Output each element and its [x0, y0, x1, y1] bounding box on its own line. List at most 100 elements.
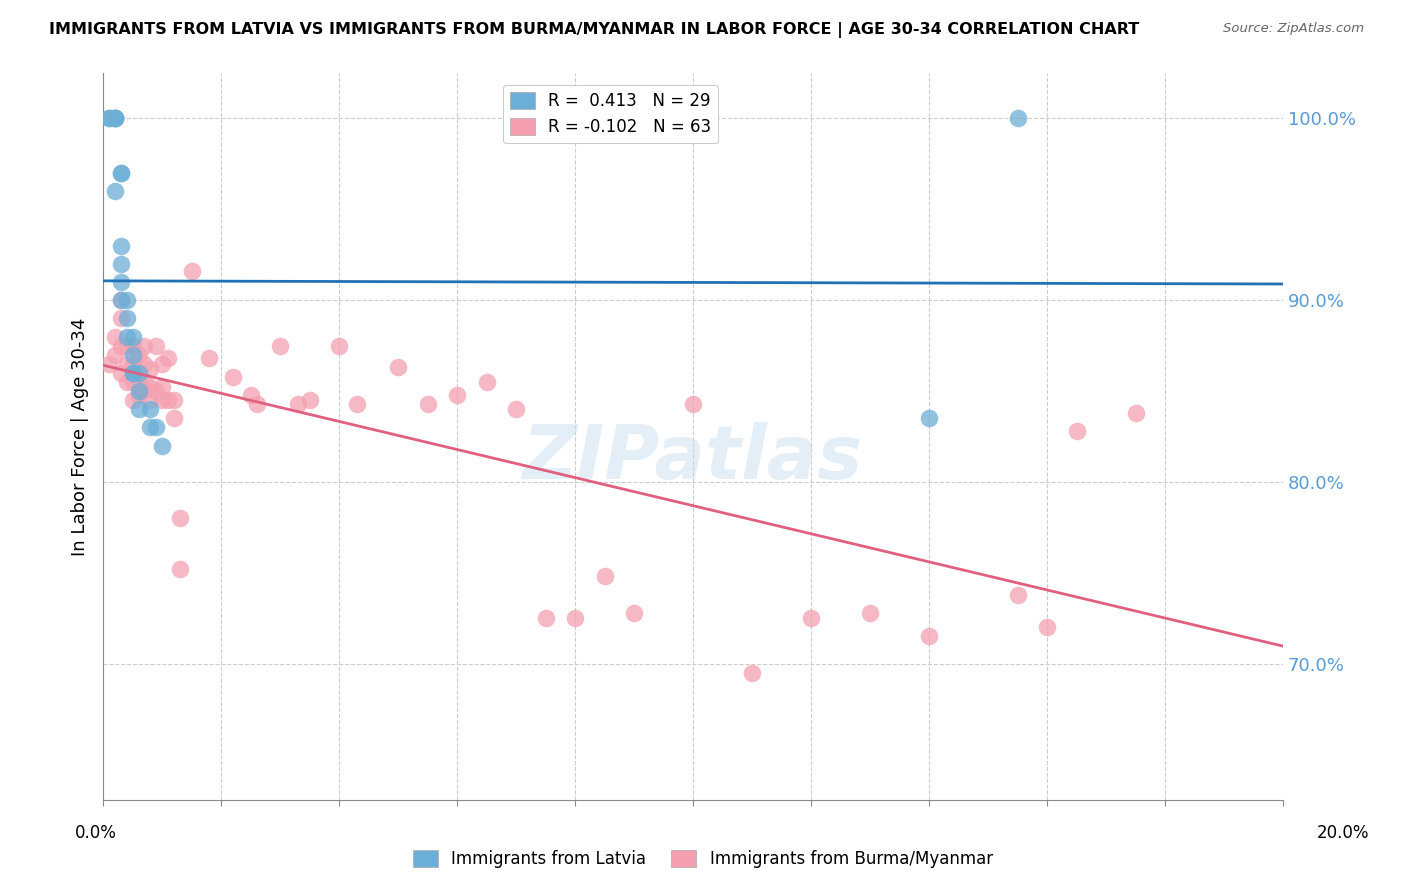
Point — [145, 420, 167, 434]
Point — [446, 388, 468, 402]
Point — [104, 112, 127, 126]
Point — [134, 338, 156, 352]
Point — [134, 357, 156, 371]
Point — [104, 112, 127, 126]
Point — [98, 112, 121, 126]
Point — [121, 338, 143, 352]
Point — [115, 375, 138, 389]
Point — [121, 348, 143, 362]
Point — [682, 397, 704, 411]
Point — [918, 411, 941, 425]
Point — [269, 338, 291, 352]
Text: ZIPatlas: ZIPatlas — [523, 422, 863, 495]
Point — [110, 366, 132, 380]
Point — [128, 402, 150, 417]
Point — [128, 388, 150, 402]
Point — [150, 439, 173, 453]
Point — [150, 393, 173, 408]
Point — [741, 665, 763, 680]
Point — [150, 380, 173, 394]
Point — [287, 397, 309, 411]
Point — [115, 311, 138, 326]
Point — [145, 338, 167, 352]
Point — [534, 611, 557, 625]
Point — [110, 166, 132, 180]
Point — [98, 112, 121, 126]
Point — [169, 562, 191, 576]
Text: Source: ZipAtlas.com: Source: ZipAtlas.com — [1223, 22, 1364, 36]
Point — [564, 611, 586, 625]
Point — [239, 388, 262, 402]
Point — [416, 397, 439, 411]
Point — [110, 238, 132, 252]
Point — [139, 362, 162, 376]
Point — [157, 351, 180, 366]
Point — [115, 338, 138, 352]
Point — [1036, 620, 1059, 634]
Point — [128, 366, 150, 380]
Point — [110, 311, 132, 326]
Point — [180, 264, 202, 278]
Point — [245, 397, 267, 411]
Point — [139, 380, 162, 394]
Point — [121, 366, 143, 380]
Point — [134, 384, 156, 398]
Point — [121, 366, 143, 380]
Point — [98, 357, 121, 371]
Point — [139, 420, 162, 434]
Point — [115, 329, 138, 343]
Point — [110, 293, 132, 308]
Point — [128, 375, 150, 389]
Point — [104, 112, 127, 126]
Point — [1007, 588, 1029, 602]
Point — [163, 411, 186, 425]
Point — [475, 375, 498, 389]
Point — [222, 369, 245, 384]
Y-axis label: In Labor Force | Age 30-34: In Labor Force | Age 30-34 — [72, 318, 89, 556]
Point — [110, 275, 132, 289]
Point — [128, 384, 150, 398]
Point — [110, 166, 132, 180]
Text: 20.0%: 20.0% — [1316, 824, 1369, 842]
Point — [121, 393, 143, 408]
Point — [918, 630, 941, 644]
Point — [800, 611, 823, 625]
Point — [134, 375, 156, 389]
Point — [104, 348, 127, 362]
Point — [128, 348, 150, 362]
Point — [1066, 424, 1088, 438]
Point — [1125, 406, 1147, 420]
Point — [387, 360, 409, 375]
Point — [115, 293, 138, 308]
Point — [110, 293, 132, 308]
Point — [104, 184, 127, 198]
Legend: Immigrants from Latvia, Immigrants from Burma/Myanmar: Immigrants from Latvia, Immigrants from … — [406, 843, 1000, 875]
Point — [121, 375, 143, 389]
Text: IMMIGRANTS FROM LATVIA VS IMMIGRANTS FROM BURMA/MYANMAR IN LABOR FORCE | AGE 30-: IMMIGRANTS FROM LATVIA VS IMMIGRANTS FRO… — [49, 22, 1139, 38]
Point — [328, 338, 350, 352]
Point — [169, 511, 191, 525]
Point — [121, 329, 143, 343]
Point — [145, 384, 167, 398]
Point — [593, 569, 616, 583]
Point — [139, 393, 162, 408]
Text: 0.0%: 0.0% — [75, 824, 117, 842]
Point — [198, 351, 221, 366]
Point — [115, 357, 138, 371]
Point — [346, 397, 368, 411]
Point — [1007, 112, 1029, 126]
Point — [298, 393, 321, 408]
Point — [121, 357, 143, 371]
Point — [859, 606, 882, 620]
Point — [104, 112, 127, 126]
Point — [157, 393, 180, 408]
Point — [505, 402, 527, 417]
Point — [150, 357, 173, 371]
Point — [104, 329, 127, 343]
Point — [110, 338, 132, 352]
Point — [110, 257, 132, 271]
Point — [163, 393, 186, 408]
Point — [139, 402, 162, 417]
Legend: R =  0.413   N = 29, R = -0.102   N = 63: R = 0.413 N = 29, R = -0.102 N = 63 — [503, 85, 718, 143]
Point — [623, 606, 645, 620]
